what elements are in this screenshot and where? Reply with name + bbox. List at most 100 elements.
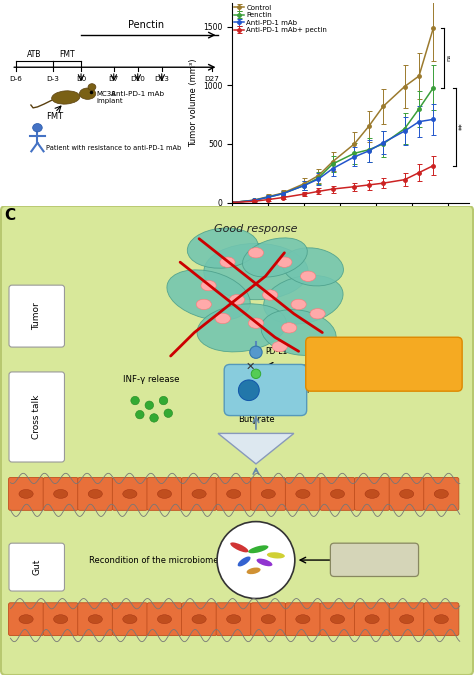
Ellipse shape xyxy=(248,248,264,258)
Ellipse shape xyxy=(215,313,230,323)
Circle shape xyxy=(164,409,173,417)
Ellipse shape xyxy=(192,615,206,624)
Ellipse shape xyxy=(227,489,241,498)
FancyBboxPatch shape xyxy=(216,477,251,510)
Ellipse shape xyxy=(261,489,275,498)
Ellipse shape xyxy=(272,342,287,352)
Ellipse shape xyxy=(204,244,308,300)
Ellipse shape xyxy=(282,323,297,333)
FancyBboxPatch shape xyxy=(182,477,217,510)
Text: ATB: ATB xyxy=(27,50,41,59)
Ellipse shape xyxy=(330,615,345,624)
FancyBboxPatch shape xyxy=(355,603,390,636)
Ellipse shape xyxy=(296,489,310,498)
FancyBboxPatch shape xyxy=(9,603,44,636)
Ellipse shape xyxy=(123,615,137,624)
Text: CD8$^+$ T cell: CD8$^+$ T cell xyxy=(263,384,310,396)
Ellipse shape xyxy=(157,489,172,498)
Text: ✕: ✕ xyxy=(246,361,255,371)
Text: Cross talk: Cross talk xyxy=(33,395,41,439)
Ellipse shape xyxy=(248,318,264,328)
Ellipse shape xyxy=(197,304,286,352)
Ellipse shape xyxy=(54,615,68,624)
Text: PD-L1: PD-L1 xyxy=(265,347,288,356)
Text: PD-1: PD-1 xyxy=(265,369,283,378)
Ellipse shape xyxy=(88,615,102,624)
Text: Checkpoint blockade
with anti-PD-1 mAb: Checkpoint blockade with anti-PD-1 mAb xyxy=(342,354,426,374)
Ellipse shape xyxy=(301,271,316,281)
Y-axis label: Tumor volume (mm³): Tumor volume (mm³) xyxy=(189,59,198,147)
Ellipse shape xyxy=(291,299,306,310)
Circle shape xyxy=(33,124,42,132)
Ellipse shape xyxy=(248,545,268,554)
Text: D-3: D-3 xyxy=(46,76,59,82)
FancyBboxPatch shape xyxy=(306,338,462,392)
FancyBboxPatch shape xyxy=(251,603,286,636)
Ellipse shape xyxy=(264,275,343,324)
Ellipse shape xyxy=(296,615,310,624)
FancyBboxPatch shape xyxy=(78,603,113,636)
Text: Normalized
SCFA: Normalized SCFA xyxy=(233,435,279,454)
FancyBboxPatch shape xyxy=(147,603,182,636)
FancyBboxPatch shape xyxy=(424,603,459,636)
Circle shape xyxy=(250,346,262,358)
Text: **: ** xyxy=(458,122,467,130)
X-axis label: Days after tumor challenge: Days after tumor challenge xyxy=(293,227,409,236)
Ellipse shape xyxy=(261,615,275,624)
Text: ns: ns xyxy=(447,54,451,61)
Ellipse shape xyxy=(310,308,325,319)
FancyBboxPatch shape xyxy=(424,477,459,510)
Ellipse shape xyxy=(256,558,273,566)
FancyBboxPatch shape xyxy=(182,603,217,636)
Ellipse shape xyxy=(261,310,336,356)
Ellipse shape xyxy=(243,238,307,277)
Circle shape xyxy=(159,396,168,405)
Ellipse shape xyxy=(88,489,102,498)
Ellipse shape xyxy=(167,270,250,320)
FancyBboxPatch shape xyxy=(330,543,419,576)
Ellipse shape xyxy=(201,281,216,291)
Ellipse shape xyxy=(229,294,245,305)
Text: D7: D7 xyxy=(109,76,119,82)
Circle shape xyxy=(238,380,259,400)
Text: Gut: Gut xyxy=(33,559,41,575)
Text: Patient with resistance to anti-PD-1 mAb: Patient with resistance to anti-PD-1 mAb xyxy=(46,146,182,151)
Ellipse shape xyxy=(277,257,292,267)
FancyBboxPatch shape xyxy=(389,603,424,636)
Circle shape xyxy=(131,396,139,405)
Ellipse shape xyxy=(192,489,206,498)
Circle shape xyxy=(88,84,96,90)
Ellipse shape xyxy=(54,489,68,498)
Ellipse shape xyxy=(400,489,414,498)
Text: D10: D10 xyxy=(130,76,145,82)
Text: Penctin: Penctin xyxy=(128,20,164,30)
Text: INF-γ release: INF-γ release xyxy=(123,375,180,384)
Ellipse shape xyxy=(246,568,261,574)
Text: D-6: D-6 xyxy=(9,76,22,82)
FancyBboxPatch shape xyxy=(389,477,424,510)
Text: MC38
implant: MC38 implant xyxy=(96,91,123,104)
Ellipse shape xyxy=(19,615,33,624)
FancyBboxPatch shape xyxy=(43,603,78,636)
Text: Good response: Good response xyxy=(214,224,298,234)
FancyBboxPatch shape xyxy=(112,603,147,636)
Ellipse shape xyxy=(267,552,285,558)
Ellipse shape xyxy=(187,228,258,268)
Text: Anti-PD-1 mAb: Anti-PD-1 mAb xyxy=(111,91,164,97)
Ellipse shape xyxy=(400,615,414,624)
Circle shape xyxy=(251,369,261,379)
Text: Butyrate: Butyrate xyxy=(237,415,274,424)
Ellipse shape xyxy=(19,489,33,498)
FancyBboxPatch shape xyxy=(355,477,390,510)
FancyBboxPatch shape xyxy=(285,477,320,510)
Circle shape xyxy=(150,414,158,422)
FancyBboxPatch shape xyxy=(43,477,78,510)
Text: A: A xyxy=(0,0,12,3)
FancyBboxPatch shape xyxy=(9,285,64,347)
Ellipse shape xyxy=(123,489,137,498)
Ellipse shape xyxy=(434,489,448,498)
Ellipse shape xyxy=(434,615,448,624)
Legend: Control, Penctin, Anti-PD-1 mAb, Anti-PD-1 mAb+ pectin: Control, Penctin, Anti-PD-1 mAb, Anti-PD… xyxy=(234,5,327,33)
Ellipse shape xyxy=(263,290,278,300)
Ellipse shape xyxy=(157,615,172,624)
